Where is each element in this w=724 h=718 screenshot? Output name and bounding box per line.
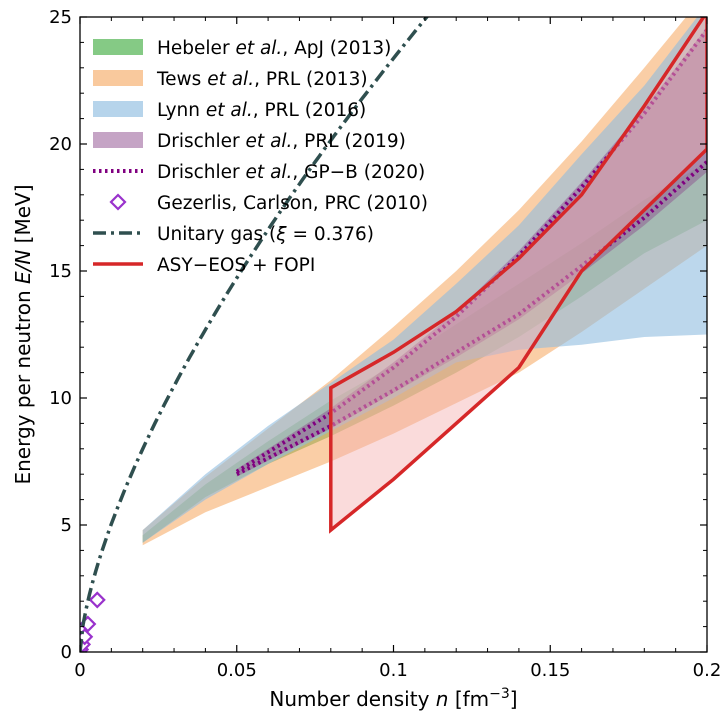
legend-label-pre: Tews [156,69,207,90]
legend-label-italic: et al. [246,162,293,183]
series-5-lower-line [235,160,707,476]
legend-entry-4: Drischler et al., PRL (2019) [93,131,406,152]
x-axis-label: Number density n [fm−3] [269,686,517,711]
legend-label-pre: ASY−EOS + FOPI [157,255,315,276]
legend-swatch [93,132,143,148]
series-3-band [142,17,707,543]
legend-label-italic: et al. [235,38,282,59]
legend-label-pre: Hebeler [157,38,235,59]
y-axis-label: Energy per neutron E/N [MeV] [11,184,35,484]
legend-label-pre: Drischler [157,131,246,152]
legend-label: Tews et al., PRL (2013) [156,69,368,90]
series-8-outline [329,17,707,534]
legend-label-italic: ξ [275,224,287,245]
y-tick-label-0: 0 [61,642,72,663]
legend: Hebeler et al., ApJ (2013)Tews et al., P… [93,38,428,276]
legend-label: Gezerlis, Carlson, PRC (2010) [157,193,428,214]
y-tick-label-5: 25 [49,7,72,28]
y-tick-label-1: 5 [61,515,72,536]
legend-entry-1: Hebeler et al., ApJ (2013) [93,38,391,59]
x-label-var: n [436,687,449,711]
x-tick-label-2: 0.1 [379,660,408,681]
legend-entry-5: Drischler et al., GP−B (2020) [93,162,425,183]
legend-label: Drischler et al., PRL (2019) [157,131,406,152]
x-tick-label-4: 0.2 [693,660,722,681]
legend-entry-7: Unitary gas (ξ = 0.376) [93,224,374,245]
legend-label: Drischler et al., GP−B (2020) [157,162,425,183]
series-7-line [80,17,430,652]
legend-label-pre: Unitary gas ( [157,224,276,245]
legend-label-post: = 0.376) [287,224,374,245]
legend-label-post: , GP−B (2020) [292,162,425,183]
legend-swatch [93,39,143,55]
x-tick-label-3: 0.15 [530,660,570,681]
legend-label: Unitary gas (ξ = 0.376) [157,224,374,245]
x-tick-label-1: 0.05 [217,660,257,681]
legend-entry-3: Lynn et al., PRL (2016) [93,100,366,121]
plot-area [80,17,707,652]
legend-swatch [93,101,143,117]
legend-label: Lynn et al., PRL (2016) [157,100,366,121]
legend-label: Hebeler et al., ApJ (2013) [157,38,391,59]
legend-label-post: , ApJ (2013) [282,38,391,59]
legend-label-post: , PRL (2013) [254,69,367,90]
legend-swatch [93,70,143,86]
legend-label-post: , PRL (2019) [292,131,405,152]
y-label-pre: Energy per neutron [11,284,35,485]
series-6-point-5 [88,591,106,609]
x-label-close: ] [510,687,518,711]
legend-label-italic: et al. [207,69,254,90]
y-tick-label-3: 15 [49,261,72,282]
x-label-unit: [fm [448,687,489,711]
axis-ticks: 0 0.05 0.1 0.15 0.2 0 5 10 15 20 25 [49,7,721,681]
x-label-exp: −3 [489,686,510,702]
legend-swatch [109,193,127,211]
legend-entry-2: Tews et al., PRL (2013) [93,69,368,90]
legend-label-italic: et al. [206,100,253,121]
legend-label-pre: Gezerlis, Carlson, PRC (2010) [157,193,428,214]
y-label-var: E/N [11,250,35,284]
legend-label-pre: Lynn [157,100,206,121]
legend-entry-8: ASY−EOS + FOPI [93,255,315,276]
legend-label-post: , PRL (2016) [253,100,366,121]
y-tick-label-4: 20 [49,134,72,155]
x-label-pre: Number density [269,687,435,711]
legend-label: ASY−EOS + FOPI [157,255,315,276]
legend-entry-6: Gezerlis, Carlson, PRC (2010) [109,193,428,214]
y-tick-label-2: 10 [49,388,72,409]
legend-label-italic: et al. [246,131,293,152]
legend-label-pre: Drischler [157,162,246,183]
x-tick-label-0: 0 [74,660,85,681]
y-label-unit: [MeV] [11,184,35,249]
